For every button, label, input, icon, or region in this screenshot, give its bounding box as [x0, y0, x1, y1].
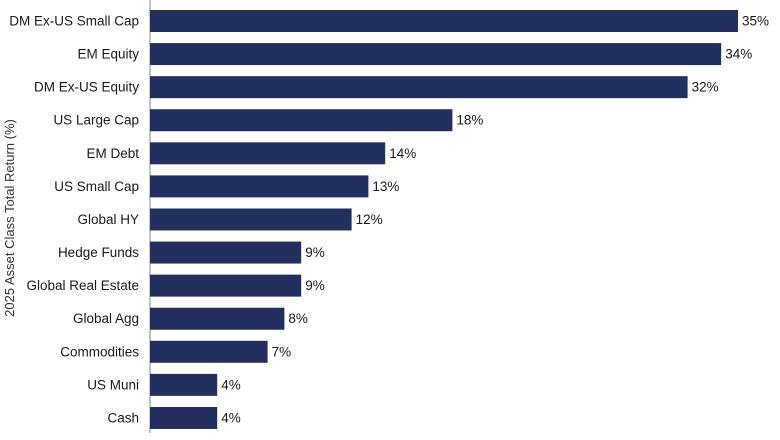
bar	[150, 241, 302, 264]
bar-row: US Small Cap 13%	[54, 175, 399, 198]
category-label: DM Ex-US Equity	[34, 80, 139, 95]
value-label: 13%	[372, 179, 399, 194]
bar-row: Cash 4%	[107, 406, 241, 429]
category-label: EM Debt	[86, 146, 139, 161]
bar-row: US Large Cap 18%	[53, 109, 483, 132]
bar-row: Global HY 12%	[77, 208, 383, 231]
value-label: 32%	[692, 80, 719, 95]
value-label: 9%	[305, 278, 325, 293]
value-label: 35%	[742, 14, 769, 29]
value-label: 14%	[389, 146, 416, 161]
category-label: Commodities	[60, 344, 139, 359]
bar-row: Global Agg 8%	[73, 307, 308, 330]
bar	[150, 76, 688, 99]
bar	[150, 10, 738, 32]
category-label: Global Agg	[73, 311, 139, 326]
bar	[150, 175, 369, 198]
value-label: 9%	[305, 245, 325, 260]
bar	[150, 43, 722, 66]
value-label: 7%	[272, 344, 292, 359]
category-label: US Muni	[87, 377, 139, 392]
bar-row: Global Real Estate 9%	[26, 274, 325, 297]
bar-row: US Muni 4%	[87, 373, 241, 396]
bar-row: DM Ex-US Equity 32%	[34, 76, 719, 99]
bar-row: EM Debt 14%	[86, 142, 416, 165]
bar	[150, 373, 218, 396]
value-label: 8%	[288, 311, 308, 326]
bar	[150, 109, 453, 132]
category-label: EM Equity	[77, 47, 139, 62]
bar	[150, 208, 352, 231]
bar	[150, 307, 285, 330]
y-axis-title: 2025 Asset Class Total Return (%)	[2, 119, 17, 317]
bars-group: DM Ex-US Small Cap 35% EM Equity 34% DM Ex-U…	[9, 10, 769, 429]
value-label: 18%	[456, 113, 483, 128]
category-label: US Large Cap	[53, 113, 139, 128]
category-label: Global HY	[77, 212, 139, 227]
value-label: 34%	[725, 47, 752, 62]
bar	[150, 406, 218, 429]
category-label: Cash	[107, 410, 139, 425]
value-label: 4%	[221, 377, 241, 392]
bar	[150, 142, 386, 165]
category-label: Global Real Estate	[26, 278, 139, 293]
value-label: 12%	[356, 212, 383, 227]
bar	[150, 274, 302, 297]
value-label: 4%	[221, 410, 241, 425]
category-label: Hedge Funds	[58, 245, 139, 260]
bar-row: DM Ex-US Small Cap 35%	[9, 10, 769, 32]
bar-row: Commodities 7%	[60, 340, 292, 363]
bar-row: Hedge Funds 9%	[58, 241, 325, 264]
bar-row: EM Equity 34%	[77, 43, 752, 66]
bar	[150, 340, 268, 363]
category-label: US Small Cap	[54, 179, 139, 194]
category-label: DM Ex-US Small Cap	[9, 14, 139, 29]
